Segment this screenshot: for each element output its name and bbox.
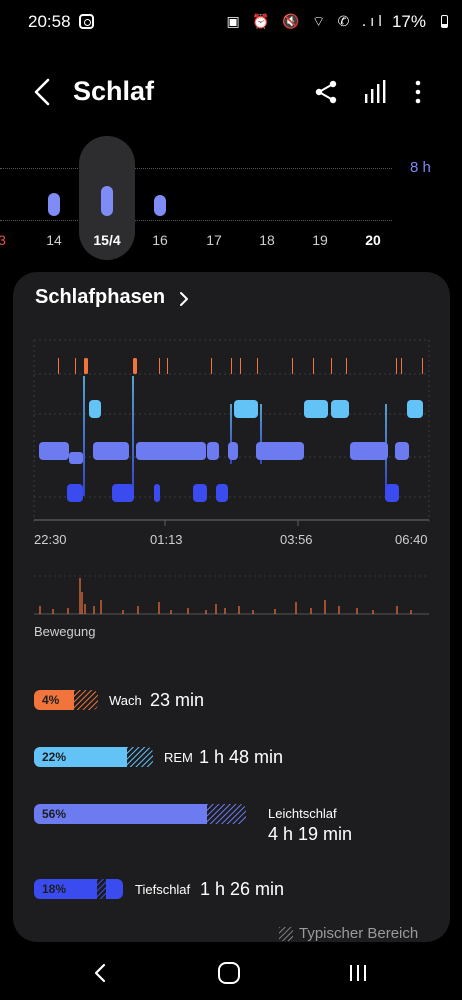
battery-icon [441,15,448,28]
share-icon[interactable] [312,78,340,106]
movement-chart [34,575,429,615]
goal-label: 8 h [410,159,431,176]
phase-percent: 56% [42,807,67,821]
movement-label: Bewegung [34,624,96,639]
hypnogram [33,339,430,526]
typical-range-hatch [127,747,153,767]
day-sleep-bar[interactable] [48,192,60,216]
phase-duration: 1 h 48 min [199,747,284,767]
weekly-sleep-chart[interactable]: 8 h 3 14 15/4 16 17 18 19 20 [0,130,462,265]
sleep-phases-card: Schlafphasen [13,272,450,942]
phase-fill [34,690,74,710]
day-label-today[interactable]: 20 [365,232,381,248]
phase-name: Wach [109,693,142,708]
day-sleep-bar[interactable] [101,186,113,216]
system-nav-bar [0,946,462,1000]
back-arrow-icon[interactable] [26,74,62,110]
phase-fill [34,804,207,824]
phase-row-light[interactable]: 56% Leichtschlaf 4 h 19 min [34,804,434,854]
time-label: 03:56 [280,532,313,547]
phase-row-rem[interactable]: 22% REM 1 h 48 min [34,747,434,771]
phase-percent: 22% [42,750,67,764]
phase-name: REM [164,750,193,765]
day-sleep-bar[interactable] [154,195,166,216]
phase-fill [106,879,123,899]
phase-row-awake[interactable]: 4% Wach 23 min [34,690,434,714]
phase-name: Tiefschlaf [135,882,191,897]
typical-range-label: Typischer Bereich [299,925,419,942]
status-bar: 20:58 ▣ ⏰ 🔇 ⌔ ✆ .ıl 17% [0,0,462,44]
instagram-icon [79,14,94,29]
hatch-swatch-icon [279,927,293,941]
day-label-selected[interactable]: 15/4 [93,232,121,248]
day-label[interactable]: 16 [152,232,168,248]
time-label-end: 06:40 [395,532,428,547]
goal-line [0,168,392,169]
card-title[interactable]: Schlafphasen [35,286,166,308]
chevron-right-icon[interactable] [177,290,191,308]
day-label[interactable]: 17 [206,232,222,248]
phase-name: Leichtschlaf [268,806,337,821]
day-label[interactable]: 18 [259,232,275,248]
phase-percent: 4% [42,693,60,707]
nav-back-icon[interactable] [91,962,109,984]
day-label[interactable]: 19 [312,232,328,248]
typical-range-hatch [74,690,98,710]
battery-percent: 17% [391,12,426,31]
more-options-icon[interactable] [408,78,428,106]
time-label-start: 22:30 [34,532,67,547]
phase-percent: 18% [42,882,67,896]
phase-fill [34,747,127,767]
nav-home-icon[interactable] [218,962,240,984]
status-time: 20:58 [28,12,71,31]
phase-bar-deep: 18% [34,879,123,899]
phase-bar-awake: 4% [34,690,98,710]
day-label[interactable]: 14 [46,232,62,248]
nav-recents-icon[interactable] [348,962,368,984]
phase-bar-light: 56% [34,804,246,824]
day-label[interactable]: 3 [0,232,6,248]
base-line [0,220,392,221]
typical-range-hatch [207,804,246,824]
time-label: 01:13 [150,532,183,547]
stats-icon[interactable] [360,78,388,106]
typical-range-hatch [97,879,106,899]
page-title: Schlaf [73,76,155,106]
phase-row-deep[interactable]: 18% Tiefschlaf 1 h 26 min [34,879,434,903]
status-icons: ▣ ⏰ 🔇 ⌔ ✆ .ıl [226,14,386,30]
app-bar: Schlaf [0,60,462,124]
card-title-row[interactable]: Schlafphasen [35,286,188,316]
phase-fill [34,879,97,899]
phase-duration: 4 h 19 min [268,824,353,844]
phase-duration: 1 h 26 min [200,879,285,899]
phase-bar-rem: 22% [34,747,153,767]
phase-duration: 23 min [150,690,205,710]
